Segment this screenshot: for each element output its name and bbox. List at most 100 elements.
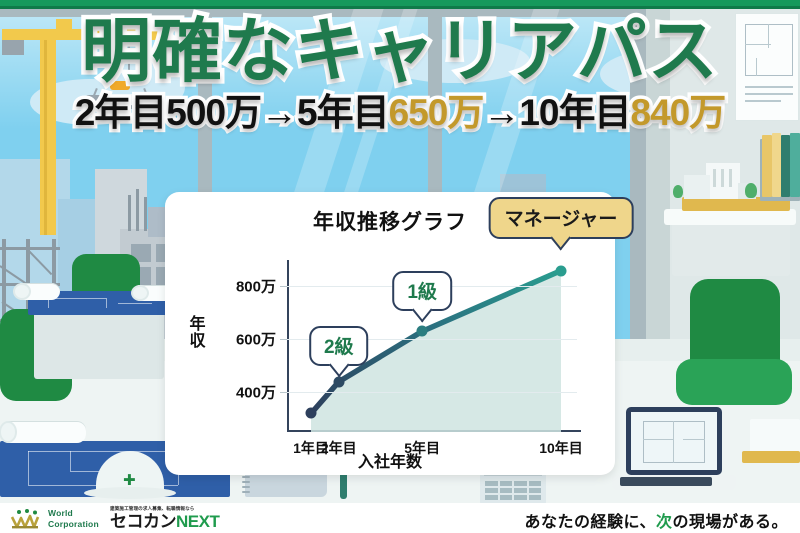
world-corporation-mark-icon <box>10 509 40 529</box>
hard-hat-brim <box>84 487 176 499</box>
scaffold <box>0 247 60 250</box>
counter-top <box>664 209 796 225</box>
office-chair-seat <box>676 359 792 405</box>
subtitle-gold1: 650万 <box>385 91 488 135</box>
rebar-icon <box>144 197 147 231</box>
top-accent-bar <box>0 0 800 9</box>
window-mullion <box>630 9 646 339</box>
headline-block: 明確なキャリアパス 2年目500万→5年目650万→10年目840万 <box>0 12 800 135</box>
slogan-part-1: あなたの経験に、 <box>524 514 656 531</box>
hard-hat-icon: ✚ <box>84 451 176 499</box>
subtitle-part2: →10年目 <box>480 91 635 135</box>
blueprint-line <box>118 303 152 304</box>
world-corporation-name: World Corporation <box>48 508 99 529</box>
model-tree-icon <box>673 185 683 198</box>
book-icon <box>772 133 781 197</box>
chart-title: 年収推移グラフ <box>313 211 467 234</box>
service-name-en: NEXT <box>176 512 220 531</box>
blueprint-line <box>28 451 29 485</box>
chart-data-point <box>416 325 428 337</box>
interior-wall-shadow <box>646 9 670 339</box>
crane-cable <box>110 37 112 85</box>
crane-cable <box>128 37 130 85</box>
top-accent-bar-shadow <box>0 6 800 9</box>
floorplan-line <box>768 24 769 48</box>
chart-y-tick-label: 600万 <box>235 331 276 349</box>
floorplan-line <box>745 93 793 95</box>
safety-cross-icon: ✚ <box>123 472 136 489</box>
desk <box>34 309 164 379</box>
paper-stack <box>750 419 800 453</box>
floorplan-line <box>745 44 771 45</box>
chart-x-tick-label: 1年目 <box>293 440 329 456</box>
paper-stack-base <box>742 451 800 463</box>
calculator-keys <box>485 481 541 500</box>
chart-y-tick <box>280 286 287 288</box>
sekokan-next-logo: 建築施工管理の求人募集、転職情報なら セコカンNEXT <box>110 506 220 531</box>
company-line-1: World <box>48 508 73 518</box>
chart-x-tick-label: 5年目 <box>404 440 441 456</box>
subtitle-part1: 2年目500万→5年目 <box>71 91 393 135</box>
blueprint-line <box>106 298 107 308</box>
office-chair <box>690 279 780 369</box>
chart-callout-grade: 2級 <box>308 325 369 366</box>
chart-y-tick-label: 400万 <box>235 384 276 402</box>
crane-hook-block <box>110 81 130 90</box>
roll-cap <box>0 421 17 443</box>
architectural-model <box>684 175 710 199</box>
book-icon <box>781 135 790 197</box>
service-name-jp: セコカン <box>110 512 177 531</box>
crane-load-slab <box>86 95 156 109</box>
rebar-icon <box>136 189 139 231</box>
chart-x-tick-label: 10年目 <box>539 440 583 456</box>
chart-y-tick <box>280 392 287 394</box>
crane-mast-detail <box>44 35 47 235</box>
chart-x-axis-title: 入社年数 <box>357 454 422 471</box>
laptop-keyboard <box>620 477 712 486</box>
page-title: 明確なキャリアパス <box>77 12 723 91</box>
window-header <box>0 9 800 17</box>
chart-plot-area: 400万 600万 800万 1年目 2年目 5年目 10年目 2級 1級 マネージャー <box>236 196 634 456</box>
background-illustration: ✚ <box>0 9 800 503</box>
paper-roll <box>0 421 86 443</box>
crane-cab <box>56 19 72 31</box>
company-line-2: Corporation <box>48 518 99 529</box>
blueprint-line <box>48 298 106 299</box>
laptop-floorplan-line <box>683 439 705 440</box>
book-icon <box>790 133 800 197</box>
scaffold <box>2 239 6 349</box>
chart-card: 年収推移グラフ 年収 入社年数 400万 600万 800万 1年目 2年目 5年目 10年… <box>165 192 634 475</box>
chart-callout-grade: 1級 <box>392 271 452 312</box>
slogan-part-2: の現場がある。 <box>672 514 788 531</box>
counter <box>672 221 790 276</box>
roll-cap <box>131 285 149 301</box>
blueprint-line <box>48 298 49 308</box>
chart-callout-manager: マネージャー <box>488 196 634 239</box>
footer-bar: World Corporation 建築施工管理の求人募集、転職情報なら セコカ… <box>0 503 800 533</box>
blueprint-line <box>28 451 178 452</box>
model-tree-icon <box>745 183 757 198</box>
chart-y-tick-label: 800万 <box>235 278 276 296</box>
chart-x-tick-label: 2年目 <box>320 440 357 456</box>
chart-y-axis <box>287 260 289 432</box>
laptop-screen <box>626 407 722 475</box>
chart-data-point <box>333 376 345 388</box>
blueprint-line <box>70 471 114 472</box>
floorplan-line <box>745 100 781 102</box>
chart-y-tick <box>280 339 287 341</box>
floorplan-outline <box>745 24 793 76</box>
floorplan-line <box>756 58 757 76</box>
model-window <box>729 169 732 187</box>
book-icon <box>762 135 772 197</box>
floorplan-line <box>745 86 793 88</box>
chart-gridline <box>287 392 577 394</box>
chart-y-axis-title: 年収 <box>189 316 206 350</box>
wall-blueprint <box>735 13 799 121</box>
laptop-floorplan <box>643 421 705 463</box>
model-window <box>721 169 724 187</box>
footer-slogan: あなたの経験に、次の現場がある。 <box>524 508 788 532</box>
chart-series-svg <box>308 267 564 432</box>
service-name: セコカンNEXT <box>110 512 220 531</box>
paper-roll <box>13 283 60 300</box>
